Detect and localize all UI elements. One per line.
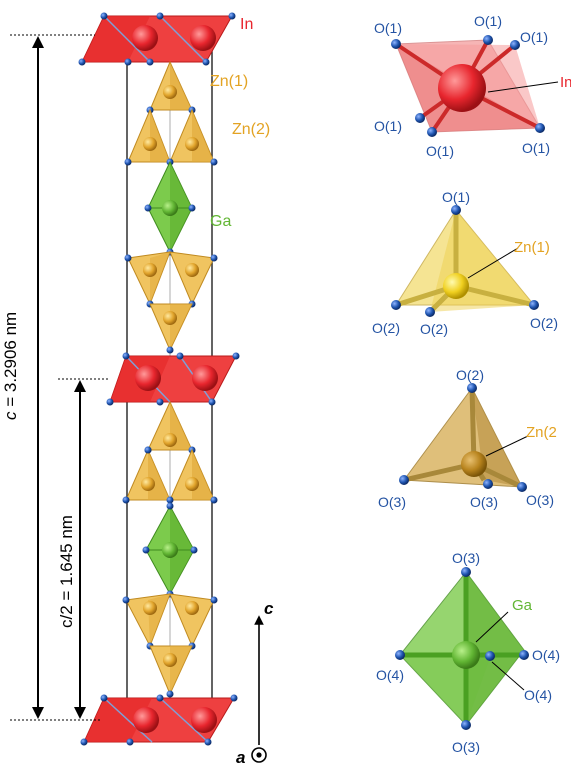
dimension-half-c: c/2 = 1.645 nm — [57, 378, 110, 719]
in-center-label: In — [560, 74, 571, 91]
axis-a-label: a — [236, 748, 245, 764]
zn2-oxygen-label-3: O(3) — [470, 494, 498, 510]
in-oxygen-label-2: O(1) — [474, 13, 502, 29]
in-oxygen-label-4: O(1) — [374, 118, 402, 134]
dimension-half-c-value: = 1.645 nm — [57, 515, 76, 605]
zn1-tetra-top — [146, 60, 196, 114]
in-oxygen-label-3: O(1) — [520, 29, 548, 45]
zn-pair-lower-top — [124, 251, 218, 308]
zn2-oxygen-label-1: O(2) — [456, 367, 484, 383]
label-zn1-column: Zn(1) — [210, 73, 248, 90]
axis-c-label: c — [264, 599, 274, 618]
in-layer-bottom — [80, 690, 238, 746]
zn-pair-near-bottom — [122, 593, 218, 650]
zn2-oxygen-label-2: O(3) — [378, 494, 406, 510]
in-layer-middle — [106, 352, 240, 406]
label-ga-column: Ga — [210, 213, 231, 230]
zn1-oxygen-label-2: O(2) — [372, 320, 400, 336]
ga-oxygen-label-5: O(3) — [452, 739, 480, 755]
unit-cell-column — [78, 12, 240, 746]
zn2-pair-top — [124, 108, 218, 166]
in-atom — [438, 64, 486, 112]
ga-oxygen-label-2: O(4) — [376, 667, 404, 683]
label-in-column: In — [240, 16, 253, 33]
zn-single-near-bottom — [149, 645, 193, 696]
ga-center-label: Ga — [512, 597, 533, 614]
zn-pair-bottom-half — [122, 446, 218, 504]
ga-oxygen-label-4: O(4) — [524, 687, 552, 703]
label-zn2-column: Zn(2) — [232, 121, 270, 138]
in-oxygen-label-5: O(1) — [426, 143, 454, 159]
ga-oxygen-label-1: O(3) — [452, 550, 480, 566]
dimension-c-value: = 3.2906 nm — [1, 312, 20, 412]
ga-oxygen-label-3: O(4) — [532, 647, 560, 663]
zn2-tetrahedron — [399, 383, 529, 492]
dimension-c-symbol: c — [1, 411, 20, 420]
zn1-oxygen-label-4: O(2) — [530, 315, 558, 331]
dimension-c-label: c = 3.2906 nm — [1, 312, 20, 420]
zn1-oxygen-label-3: O(2) — [420, 321, 448, 337]
zn1-oxygen-label-1: O(1) — [442, 189, 470, 205]
zn2-atom — [461, 451, 487, 477]
zn-single-lower-top — [149, 303, 193, 354]
in-oxygen-label-1: O(1) — [374, 20, 402, 36]
ga-atom — [452, 641, 480, 669]
ga-bipyramid-bottom-half — [142, 502, 198, 598]
zn2-center-label: Zn(2 — [526, 424, 557, 441]
zn1-atom — [443, 273, 469, 299]
in-layer-top — [78, 12, 236, 66]
zn1-tetrahedron — [391, 205, 539, 317]
in-octahedron — [391, 35, 559, 137]
ga-bipyramid-top — [144, 160, 196, 256]
zn-single-bottom-half — [144, 400, 196, 454]
dimension-c: c = 3.2906 nm — [1, 34, 100, 721]
ga-bipyramid — [395, 567, 529, 730]
zn2-oxygen-label-4: O(3) — [526, 492, 554, 508]
in-oxygen-label-6: O(1) — [522, 140, 550, 156]
dimension-half-c-symbol: c/2 — [57, 605, 76, 628]
axis-indicator: c a — [236, 599, 274, 764]
dimension-half-c-label: c/2 = 1.645 nm — [57, 515, 76, 628]
zn1-center-label: Zn(1) — [514, 239, 550, 256]
